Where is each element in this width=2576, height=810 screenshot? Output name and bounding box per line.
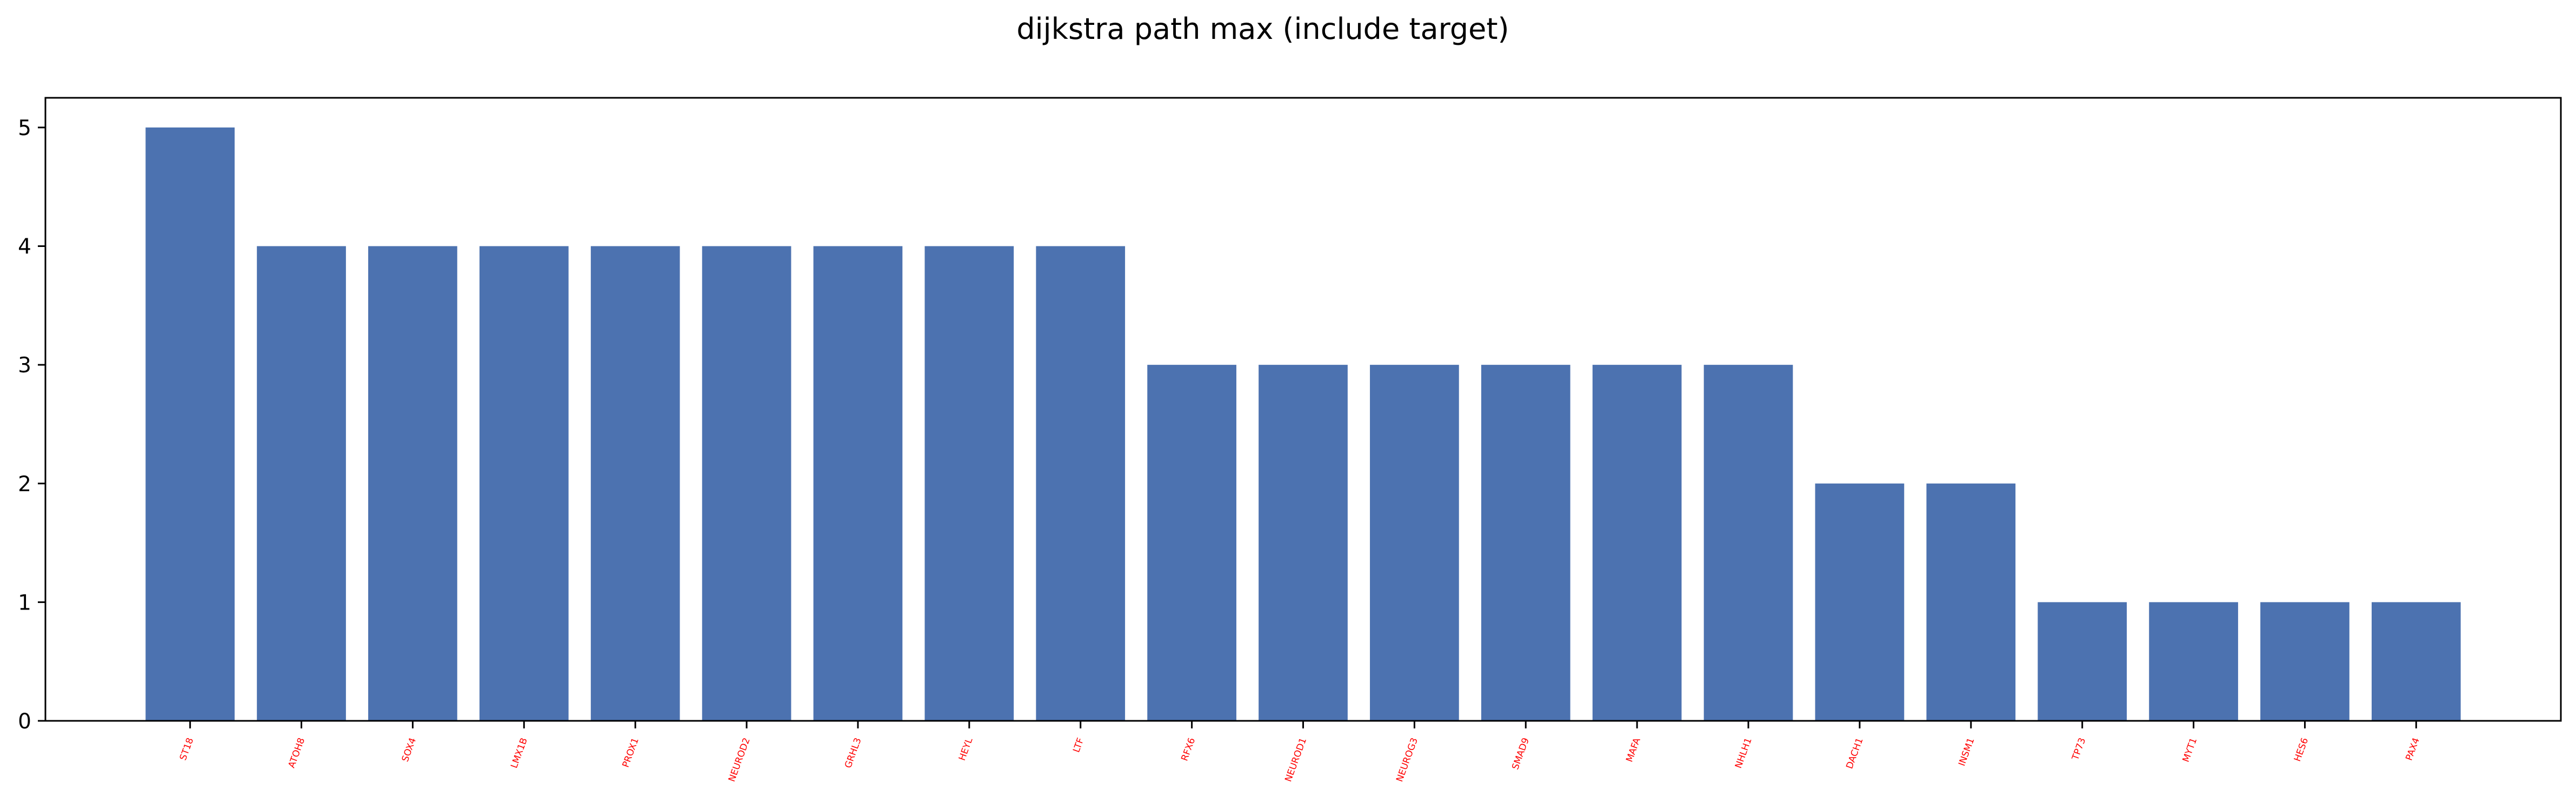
bar-smad9 [1481,365,1570,721]
bar-insm1 [1926,483,2016,721]
bar-pax4 [2371,602,2461,721]
x-tick-label-grhl3: GRHL3 [843,737,864,769]
bar-st18 [145,127,235,721]
x-tick-label-hes6: HES6 [2292,737,2311,763]
x-tick-label-atoh8: ATOH8 [287,737,308,769]
bar-prox1 [590,246,680,721]
plot-area-frame [44,97,2562,722]
bar-neurog3 [1370,365,1459,721]
bar-lmx1b [479,246,569,721]
x-tick-label-nhlh1: NHLH1 [1733,737,1754,770]
x-tick-label-smad9: SMAD9 [1510,737,1532,771]
x-tick-label-pax4: PAX4 [2404,737,2422,762]
x-axis-ticks: ST18 ATOH8 SOX4 LMX1B PROX1 NEUROD2 GRHL3 HEYL L… [178,721,2422,784]
bar-sox4 [368,246,457,721]
y-tick-label: 4 [18,235,31,259]
y-axis-ticks: 0 1 2 3 4 5 [18,116,45,734]
bars-layer [145,127,2461,721]
y-tick-label: 2 [18,472,31,497]
bar-mafa [1592,365,1682,721]
bar-rfx6 [1147,365,1236,721]
bar-neurod2 [702,246,791,721]
x-tick-label-tp73: TP73 [2070,737,2088,762]
x-tick-label-dach1: DACH1 [1844,737,1865,771]
x-tick-label-insm1: INSM1 [1956,737,1976,768]
bar-tp73 [2038,602,2127,721]
bar-grhl3 [813,246,903,721]
x-tick-label-neurod1: NEUROD1 [1283,737,1309,784]
bar-atoh8 [257,246,346,721]
x-tick-label-rfx6: RFX6 [1179,737,1197,762]
y-tick-label: 0 [18,709,31,734]
x-tick-label-neurod2: NEUROD2 [727,737,753,784]
y-tick-label: 5 [18,116,31,140]
bar-dach1 [1815,483,1905,721]
bar-hes6 [2260,602,2349,721]
bar-heyl [924,246,1014,721]
x-tick-label-sox4: SOX4 [400,737,418,764]
x-tick-label-ltf: LTF [1071,737,1086,754]
bar-neurod1 [1259,365,1348,721]
x-tick-label-lmx1b: LMX1B [509,737,530,770]
bar-nhlh1 [1703,365,1793,721]
y-tick-label: 1 [18,591,31,615]
x-tick-label-mafa: MAFA [1624,737,1643,764]
x-tick-label-st18: ST18 [178,737,196,762]
bar-ltf [1036,246,1126,721]
chart-title: dijkstra path max (include target) [1016,12,1509,46]
x-tick-label-neurog3: NEUROG3 [1394,737,1420,784]
bar-myt1 [2149,602,2238,721]
x-tick-label-heyl: HEYL [957,736,975,762]
y-tick-label: 3 [18,353,31,378]
x-tick-label-prox1: PROX1 [621,737,641,769]
x-tick-label-myt1: MYT1 [2181,737,2200,764]
